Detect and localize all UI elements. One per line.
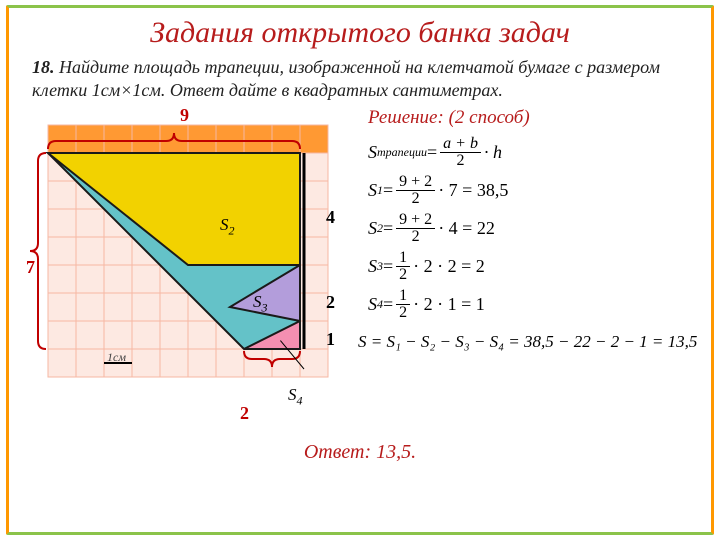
problem-statement: 18. Найдите площадь трапеции, изображенн… [32, 56, 688, 101]
label-s3: S3 [253, 292, 268, 315]
formula-s1: S1 = 9 + 22 · 7 = 38,5 [368, 173, 697, 207]
problem-number: 18. [32, 57, 55, 77]
dim-left: 7 [26, 257, 35, 278]
dim-r1: 4 [326, 207, 335, 228]
dim-bottom: 2 [240, 403, 249, 424]
solution-label: Решение: (2 способ) [368, 107, 697, 129]
formula-final: S = S₁ − S₂ − S₃ − S₄ = 38,5 − 22 − 2 − … [358, 325, 697, 359]
solution: Решение: (2 способ) Sтрапеции = a + b2 ·… [368, 107, 697, 363]
answer: Ответ: 13,5. [6, 441, 714, 464]
problem-text: Найдите площадь трапеции, изображенной н… [32, 57, 660, 100]
grid-svg: 1см [30, 107, 350, 422]
formula-s3: S3 = 12 · 2 · 2 = 2 [368, 249, 697, 283]
diagram: 9 7 2 4 2 1 S2 S3 S4 1см [30, 107, 350, 437]
formula-trapezoid: Sтрапеции = a + b2 · h [368, 135, 697, 169]
svg-text:1см: 1см [107, 350, 126, 364]
label-s4: S4 [288, 385, 303, 408]
formula-s2: S2 = 9 + 22 · 4 = 22 [368, 211, 697, 245]
dim-top: 9 [180, 105, 189, 126]
dim-r2: 2 [326, 292, 335, 313]
page-title: Задания открытого банка задач [6, 16, 714, 50]
label-s2: S2 [220, 215, 235, 238]
formula-s4: S4 = 12 · 2 · 1 = 1 [368, 287, 697, 321]
dim-r3: 1 [326, 329, 335, 350]
